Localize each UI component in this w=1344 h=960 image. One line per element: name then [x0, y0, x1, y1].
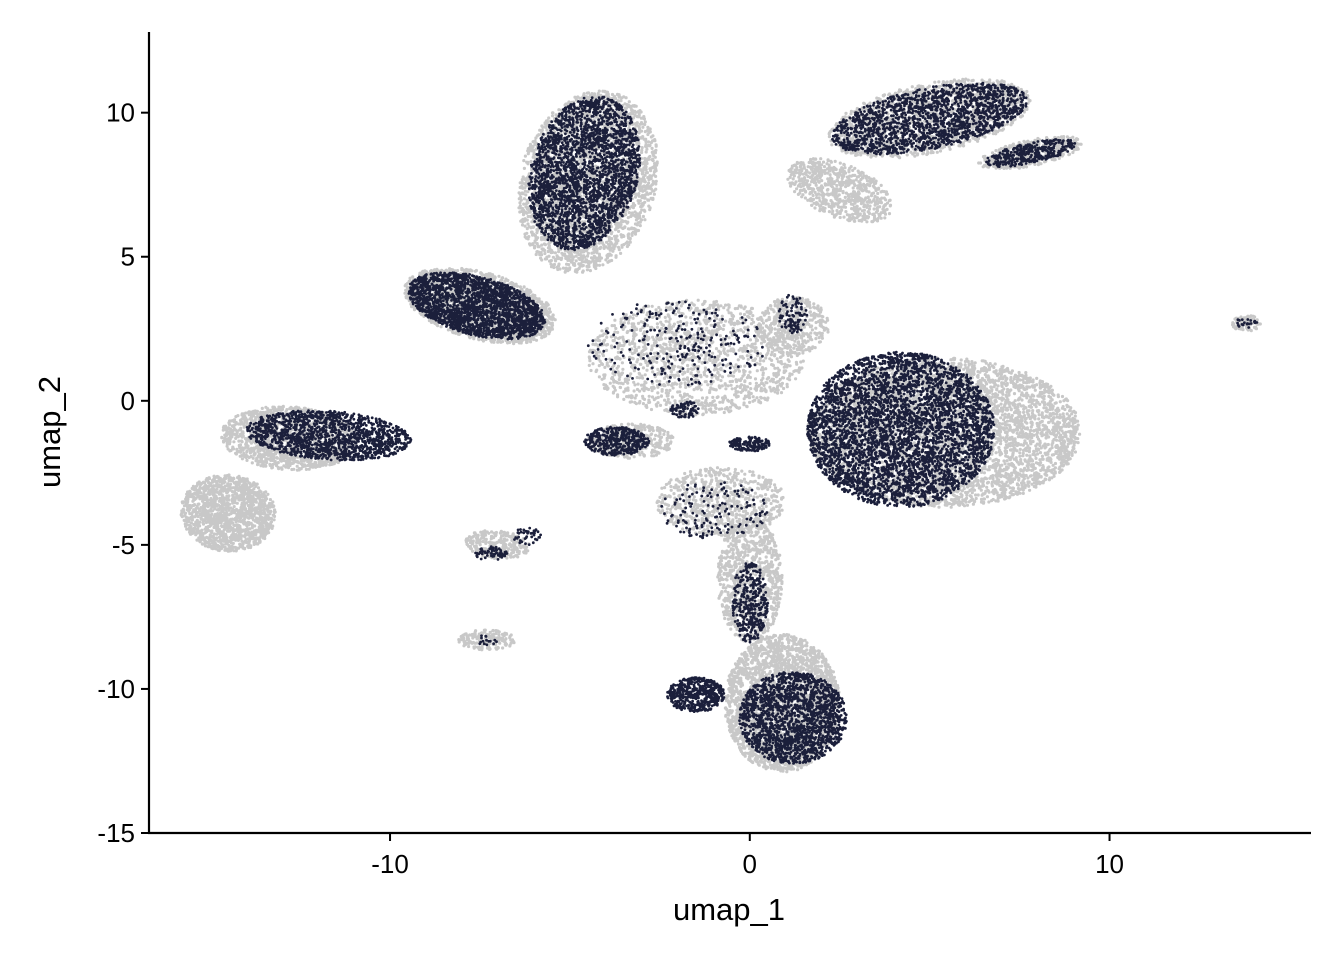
background-cells-series	[179, 77, 1262, 774]
x-tick-label: 0	[743, 849, 757, 879]
y-tick-label: -10	[97, 674, 135, 704]
y-axis-ticks: -15 -10 -5 0 5 10	[97, 98, 149, 848]
background-cell-points	[179, 77, 1262, 774]
x-tick-label: 10	[1095, 849, 1124, 879]
y-tick-label: -5	[112, 530, 135, 560]
x-axis-title: umap_1	[673, 892, 785, 927]
y-tick-label: -15	[97, 818, 135, 848]
y-axis-title: umap_2	[32, 376, 67, 488]
x-axis-ticks: -10 0 10	[371, 833, 1124, 879]
x-tick-label: -10	[371, 849, 409, 879]
y-tick-label: 0	[121, 386, 135, 416]
y-tick-label: 5	[121, 242, 135, 272]
highlighted-cells-series	[245, 81, 1259, 765]
y-tick-label: 10	[106, 98, 135, 128]
highlighted-cell-points	[245, 81, 1259, 765]
